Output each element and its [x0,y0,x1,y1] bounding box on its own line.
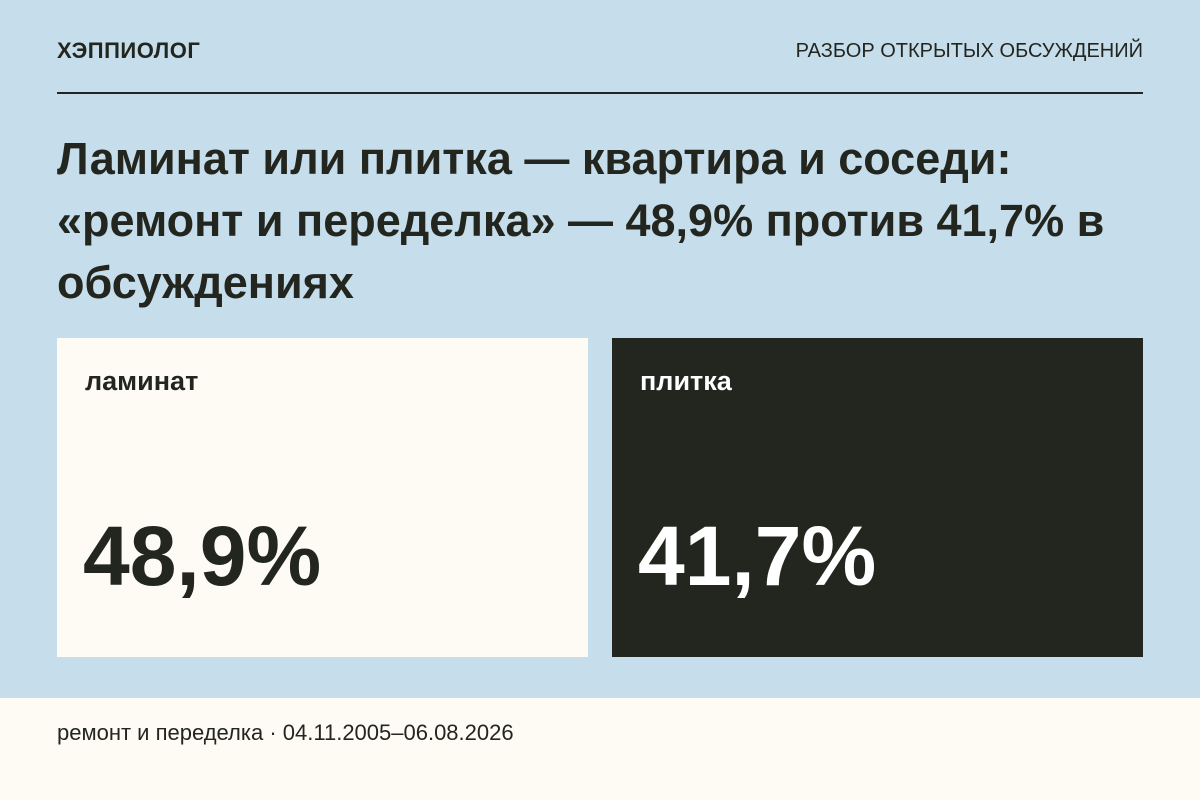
stat-card: плитка 41,7% [612,338,1143,657]
card-value: 48,9% [83,509,322,603]
card-label: плитка [640,366,732,396]
section-label: РАЗБОР ОТКРЫТЫХ ОБСУЖДЕНИЙ [795,40,1143,62]
headline: Ламинат или плитка — квартира и соседи: … [57,133,1105,308]
footer: ремонт и переделка · 04.11.2005–06.08.20… [0,698,1200,800]
divider [57,92,1143,94]
footer-text: ремонт и переделка · 04.11.2005–06.08.20… [57,720,514,745]
brand: ХЭППИОЛОГ [57,38,201,63]
card-value: 41,7% [638,509,877,603]
card-label: ламинат [85,366,199,396]
stat-card: ламинат 48,9% [57,338,588,657]
